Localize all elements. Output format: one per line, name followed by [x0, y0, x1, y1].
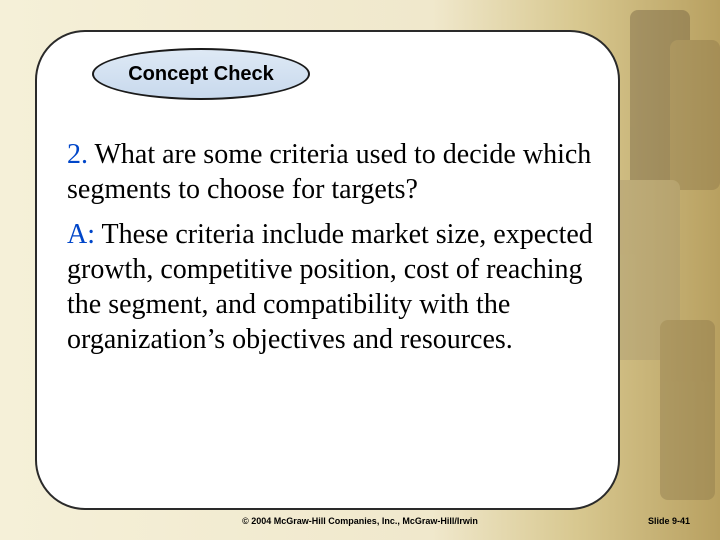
- answer-label: A:: [67, 219, 95, 250]
- answer-text: These criteria include market size, expe…: [67, 219, 593, 355]
- footer-copyright: © 2004 McGraw-Hill Companies, Inc., McGr…: [0, 516, 720, 526]
- decor-strip: [670, 40, 720, 190]
- content-frame: Concept Check 2. What are some criteria …: [35, 30, 620, 510]
- decor-strip: [660, 320, 715, 500]
- concept-check-badge: Concept Check: [92, 48, 310, 100]
- question-number: 2.: [67, 139, 88, 170]
- question-text: What are some criteria used to decide wh…: [67, 139, 591, 205]
- badge-label: Concept Check: [128, 63, 274, 86]
- footer-slide-number: Slide 9-41: [648, 516, 690, 526]
- answer-block: A: These criteria include market size, e…: [67, 217, 597, 357]
- question-block: 2. What are some criteria used to decide…: [67, 137, 597, 207]
- slide-body: 2. What are some criteria used to decide…: [67, 137, 597, 357]
